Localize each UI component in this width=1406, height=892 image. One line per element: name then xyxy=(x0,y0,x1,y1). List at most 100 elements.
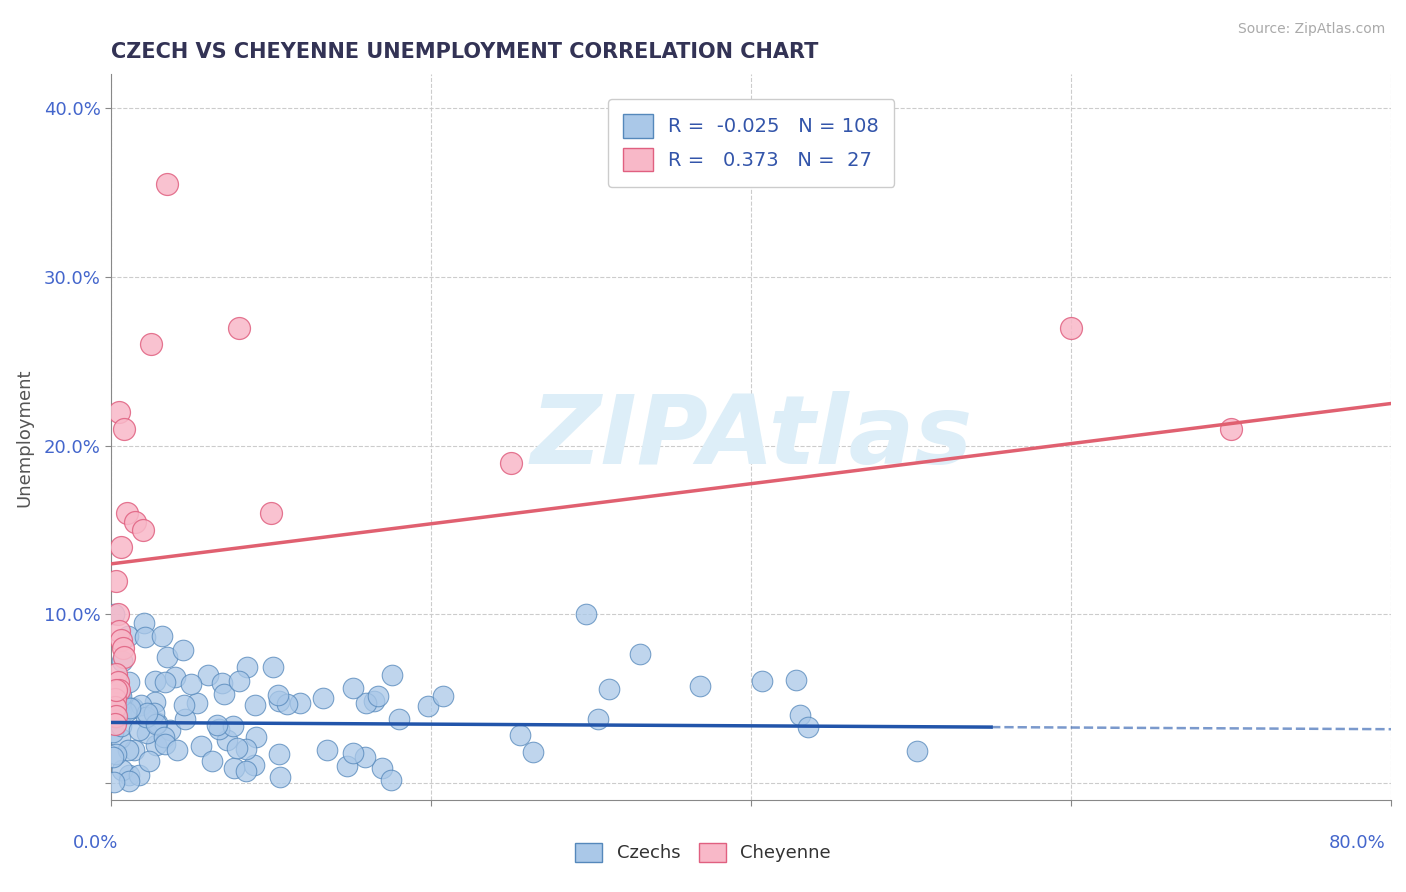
Point xyxy=(153,675,176,690)
Point xyxy=(186,696,208,710)
Point xyxy=(416,698,439,713)
Point xyxy=(267,747,290,762)
Point xyxy=(104,717,127,731)
Point xyxy=(262,660,284,674)
Point xyxy=(112,649,135,664)
Point xyxy=(342,746,364,760)
Point xyxy=(111,654,134,668)
Point xyxy=(316,743,339,757)
Point xyxy=(586,712,609,726)
Point xyxy=(143,674,166,689)
Point xyxy=(174,712,197,726)
Point xyxy=(228,673,250,688)
Point xyxy=(117,506,139,520)
Point xyxy=(172,643,194,657)
Point xyxy=(381,668,404,682)
Point xyxy=(312,691,335,706)
Point xyxy=(128,768,150,782)
Point xyxy=(145,716,167,731)
Point xyxy=(245,698,267,712)
Point xyxy=(354,696,377,710)
Point xyxy=(134,630,156,644)
Point xyxy=(117,742,139,756)
Point xyxy=(124,515,146,529)
Point xyxy=(101,725,124,739)
Point xyxy=(122,743,145,757)
Point xyxy=(214,687,236,701)
Point xyxy=(1220,422,1243,436)
Point xyxy=(107,691,129,706)
Point xyxy=(785,673,807,687)
Y-axis label: Unemployment: Unemployment xyxy=(15,368,32,507)
Point xyxy=(129,698,152,712)
Point xyxy=(110,718,132,732)
Point xyxy=(128,723,150,738)
Point xyxy=(501,456,523,470)
Point xyxy=(104,710,127,724)
Point xyxy=(146,715,169,730)
Point xyxy=(145,739,167,753)
Point xyxy=(201,754,224,768)
Point xyxy=(108,687,131,701)
Point xyxy=(104,700,127,714)
Point xyxy=(103,607,125,622)
Point xyxy=(509,727,531,741)
Point xyxy=(108,683,131,698)
Point xyxy=(905,744,928,758)
Point xyxy=(105,747,128,761)
Point xyxy=(336,759,359,773)
Point xyxy=(104,691,127,706)
Point xyxy=(135,710,157,724)
Point xyxy=(797,720,820,734)
Point xyxy=(135,706,157,720)
Point xyxy=(363,694,385,708)
Point xyxy=(143,706,166,721)
Point xyxy=(180,677,202,691)
Point xyxy=(132,523,155,537)
Point xyxy=(105,666,128,681)
Point xyxy=(117,629,139,643)
Point xyxy=(222,719,245,733)
Point xyxy=(150,629,173,643)
Point xyxy=(371,761,394,775)
Point xyxy=(111,698,134,712)
Point xyxy=(112,422,135,436)
Point xyxy=(103,774,125,789)
Point xyxy=(104,699,127,714)
Point xyxy=(380,772,402,787)
Point xyxy=(269,771,291,785)
Point xyxy=(141,337,163,351)
Point xyxy=(354,749,377,764)
Point xyxy=(228,320,250,334)
Point xyxy=(367,689,389,703)
Point xyxy=(388,712,411,726)
Point xyxy=(105,708,128,723)
Point xyxy=(111,763,134,777)
Text: Source: ZipAtlas.com: Source: ZipAtlas.com xyxy=(1237,22,1385,37)
Legend: R =  -0.025   N = 108, R =   0.373   N =  27: R = -0.025 N = 108, R = 0.373 N = 27 xyxy=(607,99,894,187)
Point xyxy=(103,705,125,719)
Point xyxy=(136,726,159,740)
Point xyxy=(432,689,454,703)
Point xyxy=(215,732,238,747)
Point xyxy=(156,649,179,664)
Text: 80.0%: 80.0% xyxy=(1329,834,1385,852)
Point xyxy=(159,723,181,737)
Point xyxy=(197,668,219,682)
Point xyxy=(235,741,257,756)
Point xyxy=(107,607,129,622)
Point xyxy=(122,701,145,715)
Point xyxy=(105,574,128,588)
Text: CZECH VS CHEYENNE UNEMPLOYMENT CORRELATION CHART: CZECH VS CHEYENNE UNEMPLOYMENT CORRELATI… xyxy=(111,42,818,62)
Point xyxy=(522,745,544,759)
Point xyxy=(107,684,129,698)
Point xyxy=(120,701,142,715)
Point xyxy=(598,682,620,697)
Point xyxy=(575,607,598,622)
Point xyxy=(235,660,257,674)
Text: 0.0%: 0.0% xyxy=(73,834,118,852)
Text: ZIPAtlas: ZIPAtlas xyxy=(530,391,973,483)
Point xyxy=(105,683,128,698)
Point xyxy=(266,689,288,703)
Point xyxy=(208,723,231,737)
